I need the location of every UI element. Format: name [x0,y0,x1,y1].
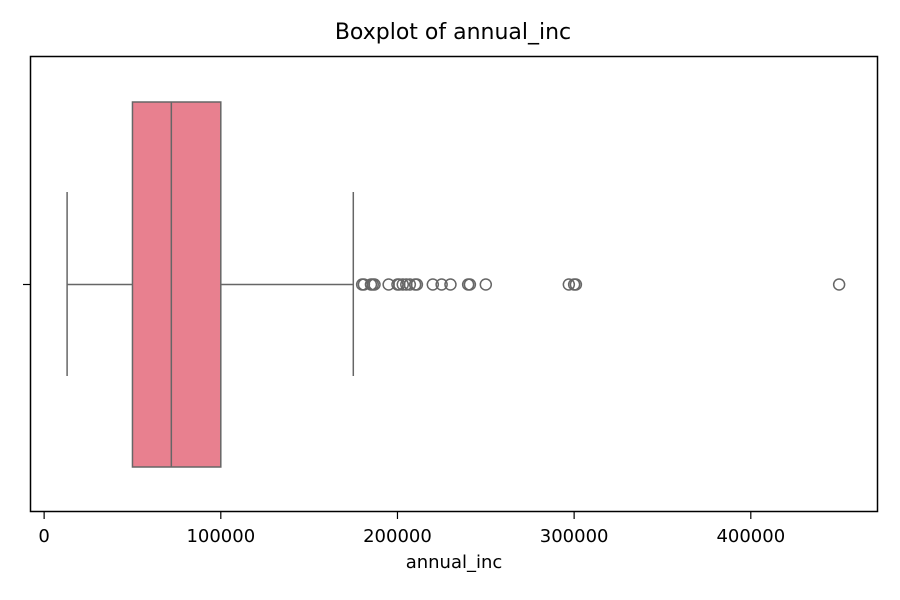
chart-title: Boxplot of annual_inc [334,20,572,45]
x-tick-label: 0 [38,526,49,547]
outlier-point [569,278,583,291]
outlier-point [832,278,846,291]
outlier-point [396,278,410,291]
plot-marks [66,101,846,468]
plot-frame [29,55,879,513]
outlier-point [403,278,417,291]
iqr-box [131,101,222,468]
x-axis-label: annual_inc [405,552,503,573]
outlier-point [410,278,424,291]
x-tick-label: 300000 [540,526,609,547]
x-tick-label: 100000 [186,526,255,547]
x-tick-label: 400000 [716,526,785,547]
outlier-point [435,278,448,291]
outlier-point [463,278,477,291]
outlier-point [562,278,576,291]
outlier-point [479,278,493,291]
outlier-point [444,278,457,291]
outlier-point [368,278,381,291]
outlier-point [426,278,440,291]
x-axis: 0 100000 200000 300000 400000 [38,512,785,547]
x-tick-label: 200000 [363,526,432,547]
